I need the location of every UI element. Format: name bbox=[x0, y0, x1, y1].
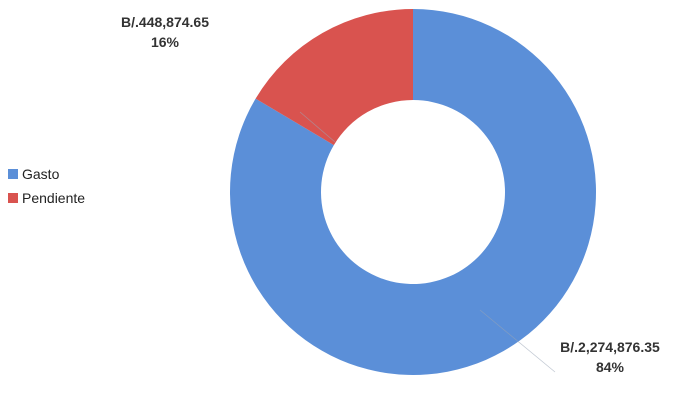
leader-lines bbox=[299, 111, 556, 373]
legend-label-gasto: Gasto bbox=[22, 166, 60, 182]
legend-item-gasto: Gasto bbox=[8, 162, 85, 186]
data-label-pendiente-percent: 16% bbox=[150, 34, 180, 50]
slice-pendiente bbox=[255, 9, 413, 146]
data-label-pendiente: B/.448,874.65 16% bbox=[85, 12, 245, 52]
legend-swatch-gasto bbox=[8, 169, 18, 179]
leader-line-gasto bbox=[479, 309, 556, 373]
legend-swatch-pendiente bbox=[8, 193, 18, 203]
leader-line-pendiente bbox=[299, 111, 336, 143]
data-label-gasto: B/.2,274,876.35 84% bbox=[530, 337, 685, 377]
data-label-pendiente-value: B/.448,874.65 bbox=[121, 14, 209, 30]
data-label-gasto-percent: 84% bbox=[595, 359, 625, 375]
slice-gasto bbox=[229, 9, 596, 375]
legend-label-pendiente: Pendiente bbox=[22, 190, 86, 206]
legend: Gasto Pendiente bbox=[8, 162, 85, 210]
legend-item-pendiente: Pendiente bbox=[8, 186, 85, 210]
data-label-gasto-value: B/.2,274,876.35 bbox=[560, 339, 660, 355]
donut-slices bbox=[229, 9, 596, 375]
